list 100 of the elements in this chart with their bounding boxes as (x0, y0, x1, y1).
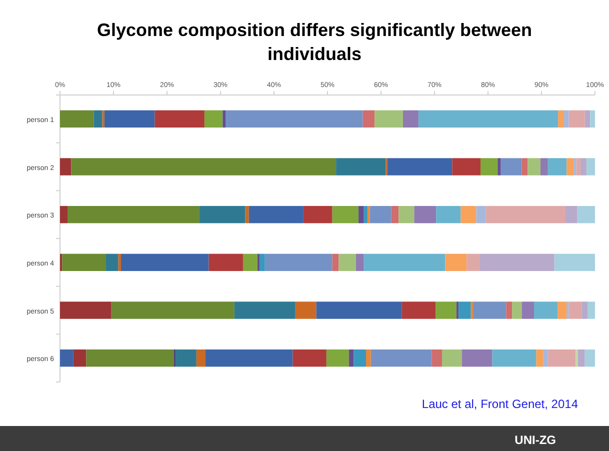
bar (473, 302, 506, 319)
bar (338, 254, 356, 272)
bar (295, 302, 316, 319)
bar (154, 110, 204, 128)
bar (358, 206, 364, 224)
bar (554, 254, 595, 272)
bar (374, 110, 403, 128)
bar (534, 302, 558, 319)
bar (566, 158, 574, 176)
bar (398, 206, 414, 224)
bar (248, 206, 304, 224)
bar (332, 254, 339, 272)
bar (71, 158, 336, 176)
bar (565, 206, 578, 224)
bar (118, 254, 121, 272)
bar (348, 349, 354, 367)
bar (580, 158, 586, 176)
bar (543, 349, 548, 367)
bar (436, 206, 461, 224)
bar (576, 158, 581, 176)
bar (242, 254, 258, 272)
bar (264, 254, 332, 272)
chart-title: Glycome composition differs significantly between individuals (96, 20, 532, 64)
bar (588, 302, 595, 319)
bar (564, 110, 569, 128)
bar (548, 349, 576, 367)
bar (458, 302, 471, 319)
bar (199, 206, 246, 224)
bar (402, 110, 418, 128)
bar (506, 302, 512, 319)
bar (364, 206, 368, 224)
bar (67, 206, 200, 224)
bar (462, 349, 492, 367)
bar (500, 158, 522, 176)
bar (480, 158, 498, 176)
bar (60, 206, 68, 224)
bar (460, 206, 476, 224)
bar (456, 302, 459, 319)
bar (528, 158, 540, 176)
bar (574, 158, 576, 176)
bar (582, 302, 588, 319)
bar (370, 206, 392, 224)
bar (226, 110, 363, 128)
bar (196, 349, 206, 367)
text: UNI-ZG (514, 433, 556, 447)
bar (480, 254, 554, 272)
bar (260, 254, 265, 272)
bar (584, 110, 590, 128)
bar (336, 158, 386, 176)
bar (522, 302, 534, 319)
bar (206, 349, 293, 367)
bar (176, 349, 196, 367)
bar (120, 254, 209, 272)
bar (414, 206, 436, 224)
bar (292, 349, 326, 367)
bar (106, 254, 118, 272)
bar (512, 302, 522, 319)
bar (418, 110, 558, 128)
bar (452, 158, 481, 176)
bar (60, 158, 72, 176)
bar (540, 158, 548, 176)
bar (94, 110, 102, 128)
bar (222, 110, 226, 128)
bar (60, 349, 74, 367)
bar (522, 158, 528, 176)
bar (402, 302, 436, 319)
bar (492, 349, 536, 367)
bar (470, 302, 474, 319)
bar (362, 110, 375, 128)
bar (316, 302, 402, 319)
bar (366, 349, 371, 367)
bar (364, 254, 446, 272)
bar (303, 206, 332, 224)
bar (568, 110, 585, 128)
bar (257, 254, 260, 272)
bar (586, 158, 595, 176)
bar (590, 110, 595, 128)
bar (326, 349, 349, 367)
bar (60, 110, 94, 128)
bar (245, 206, 249, 224)
bar (466, 254, 480, 272)
bar (568, 302, 582, 319)
bar (584, 349, 595, 367)
bar (234, 302, 296, 319)
bar (432, 349, 442, 367)
bar (486, 206, 566, 224)
bar (208, 254, 243, 272)
bar (332, 206, 359, 224)
bar (391, 206, 399, 224)
bar (204, 110, 223, 128)
bar (86, 349, 174, 367)
bar (578, 349, 585, 367)
bar (558, 110, 564, 128)
bar (436, 302, 456, 319)
bar (558, 302, 567, 319)
bar (356, 254, 364, 272)
bar (370, 349, 432, 367)
bar (476, 206, 486, 224)
bar (536, 349, 544, 367)
bar (73, 349, 86, 367)
